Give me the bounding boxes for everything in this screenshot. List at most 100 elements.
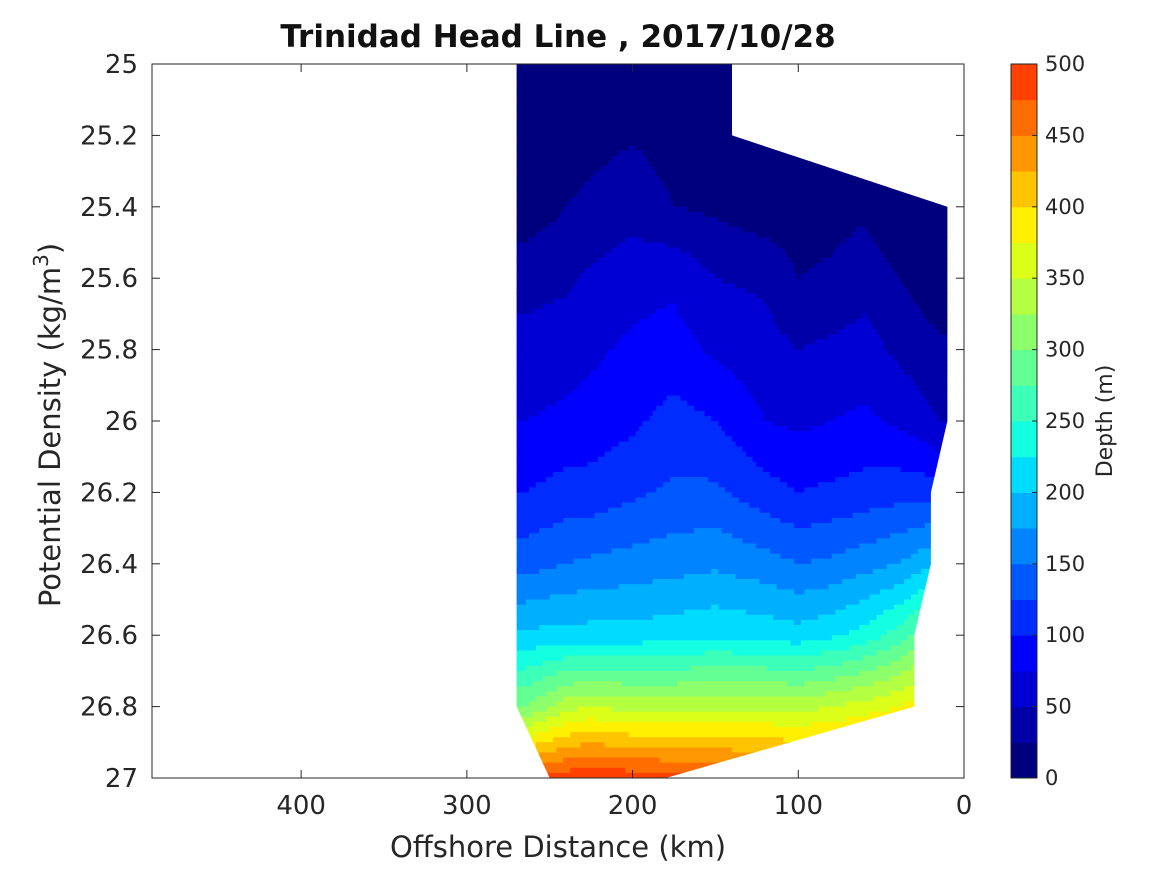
contour-cell <box>556 670 860 677</box>
contour-cell <box>683 319 774 325</box>
y-axis-label-close: ) <box>33 243 67 254</box>
contour-cell <box>580 380 743 386</box>
contour-cell <box>701 344 795 351</box>
contour-cell <box>773 421 826 427</box>
contour-cell <box>516 415 530 422</box>
contour-cell <box>621 334 695 340</box>
contour-cell <box>563 517 781 524</box>
contour-cell <box>835 415 881 422</box>
contour-cell <box>886 563 933 570</box>
contour-cell <box>570 288 747 295</box>
contour-cell <box>516 319 640 325</box>
contour-cell <box>890 645 916 652</box>
contour-cell <box>900 640 922 646</box>
contour-cell <box>835 676 891 682</box>
contour-cell <box>516 308 533 315</box>
contour-cell <box>773 319 857 325</box>
contour-cell <box>516 502 623 509</box>
contour-cell <box>745 451 948 458</box>
contour-cell <box>773 614 819 621</box>
contour-cell <box>787 252 833 259</box>
colorbar-swatch <box>1011 349 1037 386</box>
contour-cell <box>680 313 774 320</box>
colorbar-tick-label: 250 <box>1045 409 1085 433</box>
contour-cell <box>904 370 948 376</box>
contour-cell <box>676 303 768 310</box>
contour-cell <box>528 487 657 493</box>
contour-cell <box>549 594 871 601</box>
contour-cell <box>516 395 564 402</box>
contour-cell <box>800 619 871 626</box>
contour-cell <box>835 247 881 254</box>
contour-cell <box>516 538 650 544</box>
contour-cell <box>824 691 891 697</box>
contour-cell <box>635 497 740 504</box>
contour-cell <box>876 665 912 672</box>
contour-cell <box>516 691 547 697</box>
contour-cell <box>793 487 805 493</box>
colorbar-swatch <box>1011 635 1037 672</box>
contour-cell <box>855 319 871 325</box>
contour-cell <box>542 660 843 667</box>
contour-cell <box>866 640 902 646</box>
contour-cell <box>873 681 916 687</box>
contour-cell <box>704 211 948 218</box>
contour-cell <box>756 293 912 300</box>
contour-cell <box>516 461 589 468</box>
contour-cell <box>718 359 898 366</box>
colorbar-tick-label: 300 <box>1045 338 1085 362</box>
contour-cell <box>849 630 888 636</box>
contour-cell <box>797 273 802 279</box>
contour-cell <box>928 400 948 407</box>
contour-cell <box>666 533 733 539</box>
contour-cell <box>694 528 723 534</box>
contour-cell <box>787 681 805 687</box>
contour-cell <box>914 298 948 305</box>
contour-cell <box>618 150 644 157</box>
contour-cell <box>608 349 706 356</box>
contour-cell <box>516 640 644 646</box>
contour-cell <box>516 181 585 187</box>
contour-cell <box>516 716 547 723</box>
contour-cell <box>804 344 885 351</box>
colorbar-swatch <box>1011 313 1037 351</box>
contour-cell <box>618 584 778 590</box>
contour-cell <box>649 538 743 544</box>
contour-cell <box>516 482 537 488</box>
contour-cell <box>516 568 540 575</box>
contour-cell <box>516 324 633 330</box>
contour-cell <box>800 640 867 646</box>
contour-cell <box>804 589 881 595</box>
contour-cell <box>787 334 829 340</box>
contour-cell <box>516 99 948 106</box>
contour-cell <box>769 548 847 555</box>
contour-cell <box>587 375 737 381</box>
contour-cell <box>594 171 657 177</box>
contour-cell <box>516 390 571 397</box>
contour-cell <box>516 160 609 167</box>
contour-cell <box>824 421 888 427</box>
contour-cell <box>845 324 874 330</box>
contour-cell <box>516 370 592 376</box>
contour-cell <box>597 364 726 371</box>
contour-cell <box>862 655 902 662</box>
contour-cell <box>516 79 948 85</box>
contour-cell <box>745 609 836 616</box>
contour-cell <box>897 273 948 279</box>
colorbar-tick-label: 400 <box>1045 195 1085 219</box>
contour-cell <box>773 721 812 728</box>
contour-cell <box>893 604 922 611</box>
contour-cell <box>732 370 905 376</box>
contour-cell <box>516 273 582 279</box>
contour-cell <box>516 711 533 718</box>
contour-cell <box>732 492 948 499</box>
y-tick-label: 25 <box>105 50 138 80</box>
contour-cell <box>773 313 864 320</box>
contour-cell <box>570 390 750 397</box>
contour-cell <box>821 650 878 657</box>
contour-cell <box>516 477 547 483</box>
contour-cell <box>673 201 948 208</box>
contour-cell <box>831 252 885 259</box>
contour-cell <box>645 155 948 162</box>
contour-cell <box>869 594 912 601</box>
